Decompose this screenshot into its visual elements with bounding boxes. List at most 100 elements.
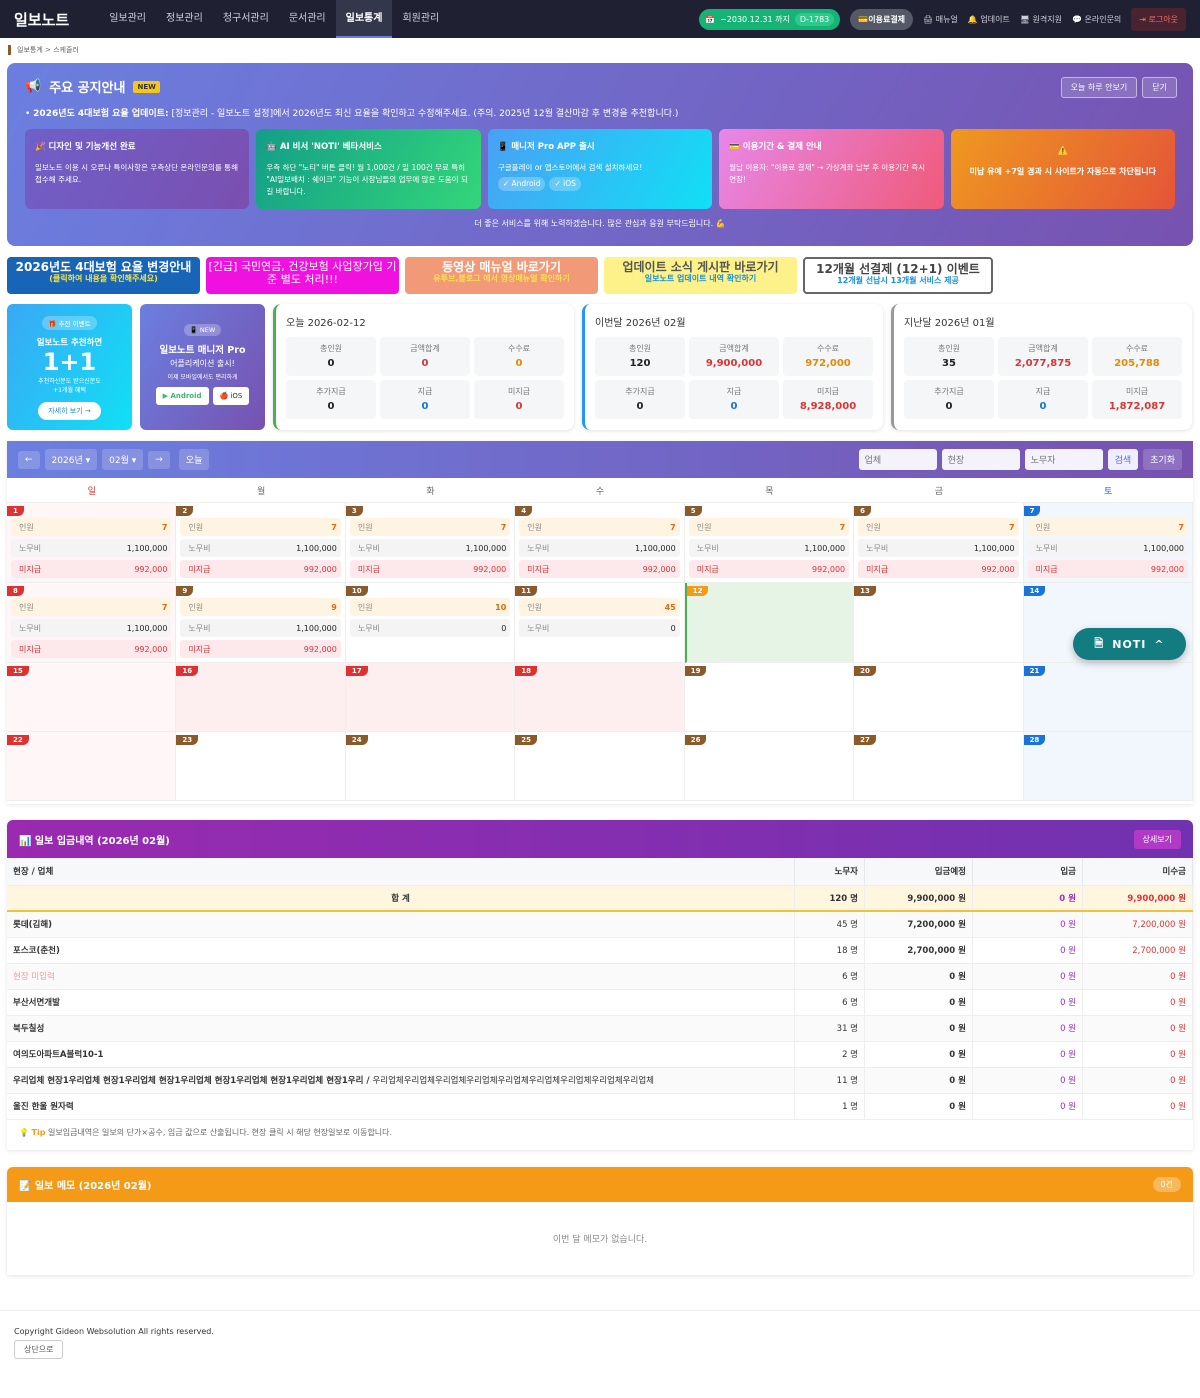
close-notice-button[interactable]: 닫기 (1142, 77, 1177, 98)
banner-link[interactable]: 업데이트 소식 게시판 바로가기 일보노트 업데이트 내역 확인하기 (604, 257, 797, 294)
site-name[interactable]: 울진 한울 원자력 (13, 1102, 74, 1112)
site-cell[interactable]: 우리업체 현장1우리업체 현장1우리업체 현장1우리업체 현장1우리업체 현장1… (7, 1067, 795, 1094)
site-name[interactable]: 여의도아파트A블럭10-1 (13, 1050, 104, 1060)
calendar-day-cell[interactable]: 7 인원 7 노무비 1,100,000 미지급 992,000 (1023, 503, 1193, 583)
worker-input[interactable] (1024, 449, 1103, 470)
calendar-day-cell[interactable]: 1 인원 7 노무비 1,100,000 미지급 992,000 (7, 503, 177, 583)
calendar-day-cell[interactable]: 4 인원 7 노무비 1,100,000 미지급 992,000 (515, 503, 685, 583)
menu-item[interactable]: 회원관리 (402, 13, 440, 24)
calendar-day-cell[interactable]: 27 (854, 732, 1024, 801)
calendar-day-cell[interactable]: 10 인원 10 노무비 0 (345, 583, 516, 663)
android-button[interactable]: ▶ Android (155, 387, 209, 405)
site-name[interactable]: 우리업체 현장1우리업체 현장1우리업체 현장1우리업체 현장1우리업체 현장1… (13, 1076, 364, 1086)
month-select[interactable]: 02월 ▾ (102, 449, 144, 470)
menu-item[interactable]: 정보관리 (166, 13, 203, 24)
menu-item[interactable]: 일보관리 (109, 13, 147, 24)
remote-link[interactable]: 🖥 원격지원 (1019, 14, 1062, 24)
pay-button[interactable]: 💳이용료결제 (850, 8, 914, 30)
calendar-day-cell[interactable]: 13 (854, 583, 1024, 663)
prev-month-button[interactable]: ← (18, 450, 40, 469)
manual-link[interactable]: 🖨 매뉴얼 (923, 14, 958, 24)
update-link[interactable]: 🔔 업데이트 (967, 14, 1010, 24)
calendar-day-cell[interactable]: 26 (684, 732, 855, 801)
calendar-day-cell[interactable]: 24 (345, 732, 516, 801)
income-tip: 💡 Tip 일보입금내역은 일보의 단가×공수, 입금 값으로 산출됩니다. 현… (19, 1127, 393, 1137)
site-cell[interactable]: 부산서면개발 (7, 989, 795, 1016)
scroll-top-button[interactable]: 상단으로 (14, 1340, 64, 1359)
referral-promo-card[interactable]: 🎁 추천 이벤트 일보노트 추천하면 1+1 추천하신분도 받으신분도 +1개월… (7, 304, 132, 430)
banner-link[interactable]: 동영상 매뉴얼 바로가기 유투브,블로그 에서 영상매뉴얼 확인하기 (405, 257, 598, 294)
company-input[interactable] (858, 449, 937, 470)
calendar-day-cell[interactable]: 11 인원 45 노무비 0 (515, 583, 685, 663)
next-month-button[interactable]: → (148, 450, 170, 469)
logout-button[interactable]: ⇥ 로그아웃 (1131, 7, 1186, 31)
menu-item[interactable]: 일보통계 (335, 0, 393, 38)
calendar-day-cell[interactable]: 2 인원 7 노무비 1,100,000 미지급 992,000 (176, 503, 346, 583)
logo[interactable]: 일보노트 (14, 10, 70, 29)
year-select[interactable]: 2026년 ▾ (44, 449, 98, 470)
promo-big: 1+1 (42, 348, 97, 376)
calendar-day-cell[interactable]: 28 (1023, 732, 1193, 801)
income-detail-button[interactable]: 상세보기 (1133, 829, 1181, 849)
day-number: 23 (176, 735, 199, 745)
reset-button[interactable]: 초기화 (1143, 449, 1182, 470)
ios-button[interactable]: 🍎 iOS (212, 387, 250, 405)
inquiry-link[interactable]: 💬 온라인문의 (1071, 14, 1122, 24)
table-row[interactable]: 우리업체 현장1우리업체 현장1우리업체 현장1우리업체 현장1우리업체 현장1… (7, 1067, 1193, 1094)
calendar-day-cell[interactable]: 12 (684, 583, 855, 663)
calendar-day-cell[interactable]: 21 (1023, 663, 1193, 732)
calendar-day-cell[interactable]: 22 (7, 732, 177, 801)
calendar-day-cell[interactable]: 19 (684, 663, 855, 732)
wage-label: 노무비 (357, 623, 380, 633)
day-number: 15 (7, 666, 29, 676)
site-name[interactable]: 현장 미입력 (13, 972, 55, 982)
calendar-day-cell[interactable]: 5 인원 7 노무비 1,100,000 미지급 992,000 (684, 503, 855, 583)
site-name[interactable]: 북두칠성 (13, 1024, 45, 1034)
calendar-day-cell[interactable]: 23 (176, 732, 346, 801)
day-number: 8 (7, 586, 24, 596)
calendar-day-cell[interactable]: 25 (515, 732, 685, 801)
banner-link[interactable]: [긴급] 국민연금, 건강보험 사업장가입 기준 별도 처리!!! (206, 257, 399, 294)
site-cell[interactable]: 포스코(춘천) (7, 937, 795, 964)
calendar-day-cell[interactable]: 8 인원 7 노무비 1,100,000 미지급 992,000 (7, 583, 177, 663)
people-label: 인원 (19, 602, 34, 612)
site-cell[interactable]: 울진 한울 원자력 (7, 1093, 795, 1120)
menu-item[interactable]: 문서관리 (288, 13, 326, 24)
calendar-day-cell[interactable]: 15 (7, 663, 177, 732)
site-cell[interactable]: 북두칠성 (7, 1015, 795, 1042)
value-cell: 0 원 (972, 1015, 1083, 1042)
site-name[interactable]: 부산서면개발 (13, 998, 60, 1008)
banner-link[interactable]: 12개월 선결제 (12+1) 이벤트 12개월 선납시 13개월 서비스 제공 (803, 257, 993, 294)
site-name[interactable]: 롯데(김해) (13, 920, 53, 931)
today-button[interactable]: 오늘 (178, 449, 210, 470)
calendar-day-cell[interactable]: 3 인원 7 노무비 1,100,000 미지급 992,000 (345, 503, 516, 583)
menu-item[interactable]: 청구서관리 (222, 13, 269, 24)
calendar-day-cell[interactable]: 16 (176, 663, 346, 732)
site-cell[interactable]: 여의도아파트A블럭10-1 (7, 1041, 795, 1068)
calendar-day-cell[interactable]: 18 (515, 663, 685, 732)
calendar-day-cell[interactable]: 20 (854, 663, 1024, 732)
calendar-day-cell[interactable]: 6 인원 7 노무비 1,100,000 미지급 992,000 (854, 503, 1024, 583)
value-cell: 18 명 (794, 937, 865, 964)
calendar-day-cell[interactable]: 9 인원 9 노무비 1,100,000 미지급 992,000 (176, 583, 346, 663)
calendar-day-cell[interactable]: 17 (345, 663, 516, 732)
promo-detail-button[interactable]: 자세히 보기 → (38, 402, 101, 420)
banner-link[interactable]: 2026년도 4대보험 요율 변경안내 (클릭하여 내용을 확인해주세요) (7, 257, 200, 294)
noti-ai-button[interactable]: 🗎 NOTI ^ (1073, 628, 1186, 660)
stat-label: 미지급 (816, 387, 840, 396)
site-name[interactable]: 포스코(춘천) (13, 946, 60, 956)
stat-label: 지급 (726, 387, 742, 396)
site-cell[interactable]: 현장 미입력 (7, 963, 795, 990)
site-input[interactable] (941, 449, 1020, 470)
hide-today-button[interactable]: 오늘 하루 안보기 (1060, 77, 1138, 98)
search-button[interactable]: 검색 (1107, 449, 1139, 470)
site-cell[interactable]: 롯데(김해) (7, 911, 795, 938)
value-cell: 0 원 (864, 1067, 973, 1094)
